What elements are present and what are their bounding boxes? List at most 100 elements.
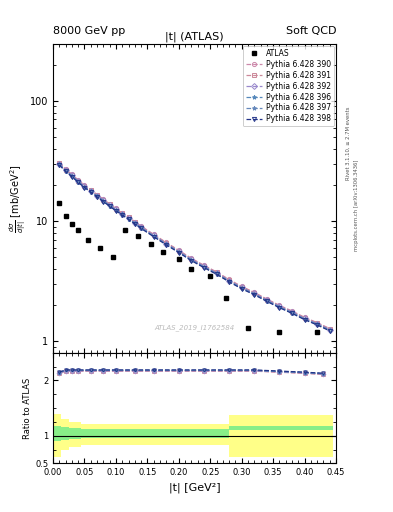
- Pythia 6.428 390: [176, 247, 181, 253]
- Pythia 6.428 398: [126, 216, 131, 222]
- Pythia 6.428 397: [327, 327, 332, 333]
- Pythia 6.428 397: [88, 188, 93, 195]
- Pythia 6.428 398: [176, 249, 181, 255]
- Pythia 6.428 391: [88, 187, 93, 194]
- Pythia 6.428 396: [120, 211, 125, 218]
- Line: Pythia 6.428 391: Pythia 6.428 391: [57, 161, 332, 331]
- Pythia 6.428 396: [101, 198, 106, 204]
- Pythia 6.428 398: [114, 208, 118, 214]
- Line: Pythia 6.428 397: Pythia 6.428 397: [57, 162, 332, 332]
- Pythia 6.428 391: [290, 308, 294, 314]
- Pythia 6.428 391: [252, 290, 257, 296]
- Pythia 6.428 392: [264, 297, 269, 303]
- Pythia 6.428 391: [63, 166, 68, 173]
- Pythia 6.428 390: [227, 276, 231, 283]
- Pythia 6.428 397: [101, 198, 106, 204]
- Text: Soft QCD: Soft QCD: [286, 26, 336, 36]
- Pythia 6.428 390: [126, 214, 131, 220]
- Pythia 6.428 397: [76, 179, 81, 185]
- ATLAS: [123, 226, 128, 232]
- Pythia 6.428 391: [76, 178, 81, 184]
- Pythia 6.428 397: [214, 271, 219, 277]
- Pythia 6.428 396: [227, 278, 231, 284]
- Pythia 6.428 392: [227, 278, 231, 284]
- Pythia 6.428 392: [139, 224, 143, 230]
- Pythia 6.428 398: [202, 265, 206, 271]
- Pythia 6.428 397: [70, 173, 74, 179]
- Pythia 6.428 391: [70, 172, 74, 178]
- Pythia 6.428 396: [114, 207, 118, 213]
- Pythia 6.428 391: [302, 315, 307, 321]
- Pythia 6.428 398: [70, 174, 74, 180]
- ATLAS: [85, 237, 90, 243]
- Line: Pythia 6.428 392: Pythia 6.428 392: [57, 162, 332, 332]
- Pythia 6.428 397: [164, 241, 169, 247]
- ATLAS: [208, 273, 213, 279]
- Pythia 6.428 398: [227, 279, 231, 285]
- Pythia 6.428 391: [95, 192, 99, 198]
- Pythia 6.428 396: [302, 316, 307, 322]
- Pythia 6.428 390: [70, 171, 74, 177]
- Pythia 6.428 390: [95, 191, 99, 198]
- Pythia 6.428 396: [132, 220, 137, 226]
- Pythia 6.428 396: [82, 184, 87, 190]
- Pythia 6.428 392: [327, 327, 332, 333]
- Y-axis label: Ratio to ATLAS: Ratio to ATLAS: [23, 377, 32, 439]
- Pythia 6.428 392: [315, 321, 320, 327]
- Line: Pythia 6.428 398: Pythia 6.428 398: [57, 163, 332, 333]
- Pythia 6.428 396: [176, 249, 181, 255]
- Pythia 6.428 397: [95, 193, 99, 199]
- Pythia 6.428 396: [63, 167, 68, 174]
- Pythia 6.428 398: [95, 194, 99, 200]
- ATLAS: [148, 241, 153, 247]
- Pythia 6.428 396: [164, 241, 169, 247]
- Pythia 6.428 396: [239, 285, 244, 291]
- Pythia 6.428 390: [88, 187, 93, 193]
- Pythia 6.428 391: [107, 201, 112, 207]
- Pythia 6.428 392: [176, 248, 181, 254]
- Pythia 6.428 398: [139, 225, 143, 231]
- Pythia 6.428 397: [151, 233, 156, 239]
- Pythia 6.428 397: [227, 278, 231, 284]
- Text: 8000 GeV pp: 8000 GeV pp: [53, 26, 125, 36]
- Pythia 6.428 392: [95, 193, 99, 199]
- Pythia 6.428 390: [132, 219, 137, 225]
- Pythia 6.428 396: [70, 173, 74, 179]
- Pythia 6.428 390: [114, 205, 118, 211]
- Pythia 6.428 390: [164, 240, 169, 246]
- Pythia 6.428 390: [107, 201, 112, 207]
- Pythia 6.428 398: [302, 316, 307, 323]
- Pythia 6.428 397: [126, 216, 131, 222]
- Pythia 6.428 391: [151, 232, 156, 238]
- Pythia 6.428 391: [277, 303, 282, 309]
- Pythia 6.428 390: [63, 166, 68, 172]
- Pythia 6.428 390: [327, 326, 332, 332]
- Pythia 6.428 398: [82, 184, 87, 190]
- Pythia 6.428 398: [63, 168, 68, 175]
- Legend: ATLAS, Pythia 6.428 390, Pythia 6.428 391, Pythia 6.428 392, Pythia 6.428 396, P: ATLAS, Pythia 6.428 390, Pythia 6.428 39…: [242, 46, 334, 126]
- Pythia 6.428 398: [327, 328, 332, 334]
- Pythia 6.428 397: [132, 220, 137, 226]
- Text: Rivet 3.1.10, ≥ 2.7M events: Rivet 3.1.10, ≥ 2.7M events: [346, 106, 351, 180]
- ATLAS: [98, 245, 103, 251]
- Pythia 6.428 390: [277, 302, 282, 308]
- ATLAS: [76, 226, 81, 232]
- ATLAS: [63, 213, 68, 219]
- Pythia 6.428 390: [290, 308, 294, 314]
- Pythia 6.428 391: [227, 277, 231, 283]
- Pythia 6.428 392: [88, 188, 93, 194]
- Pythia 6.428 397: [264, 298, 269, 304]
- Pythia 6.428 392: [63, 167, 68, 173]
- Pythia 6.428 390: [76, 177, 81, 183]
- Pythia 6.428 398: [120, 212, 125, 218]
- Pythia 6.428 398: [290, 310, 294, 316]
- Pythia 6.428 390: [139, 223, 143, 229]
- Pythia 6.428 390: [202, 262, 206, 268]
- Pythia 6.428 391: [189, 256, 194, 262]
- Pythia 6.428 397: [202, 264, 206, 270]
- Pythia 6.428 396: [327, 327, 332, 333]
- Pythia 6.428 398: [101, 199, 106, 205]
- Pythia 6.428 397: [302, 316, 307, 322]
- Pythia 6.428 390: [101, 196, 106, 202]
- Pythia 6.428 390: [315, 319, 320, 326]
